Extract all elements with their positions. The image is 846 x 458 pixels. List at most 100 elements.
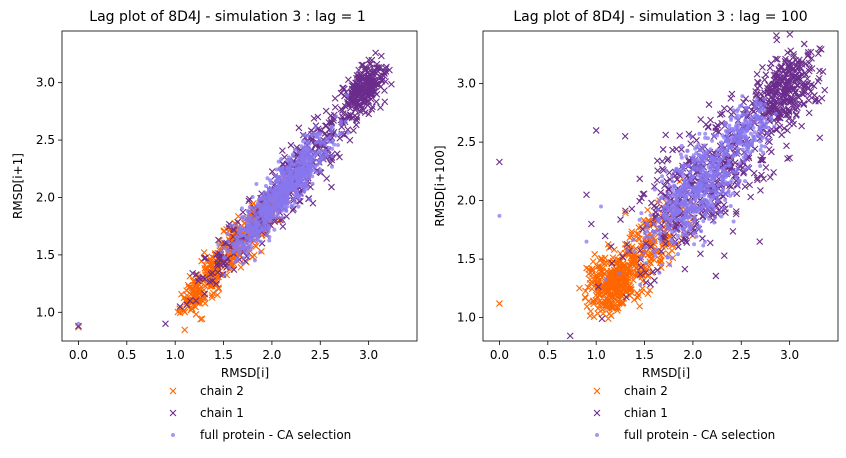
data-point bbox=[268, 168, 276, 175]
data-point bbox=[789, 96, 797, 103]
data-point bbox=[636, 302, 644, 310]
data-point bbox=[266, 207, 271, 212]
data-point bbox=[386, 66, 393, 74]
data-point bbox=[659, 146, 667, 153]
data-point bbox=[300, 153, 305, 158]
data-point bbox=[740, 147, 745, 152]
data-point bbox=[674, 198, 679, 203]
data-point bbox=[634, 294, 642, 301]
data-point bbox=[381, 70, 388, 77]
data-point bbox=[215, 285, 223, 293]
data-point bbox=[752, 120, 757, 125]
data-point bbox=[644, 226, 649, 231]
data-point bbox=[727, 95, 735, 102]
data-point bbox=[669, 240, 674, 245]
data-point bbox=[721, 187, 726, 192]
data-point bbox=[310, 115, 318, 122]
data-point bbox=[682, 197, 687, 202]
data-point bbox=[699, 159, 704, 164]
data-point bbox=[746, 181, 754, 189]
legend-marker bbox=[593, 409, 601, 417]
data-point bbox=[782, 55, 789, 63]
data-point bbox=[696, 173, 701, 178]
data-point bbox=[723, 151, 728, 156]
data-point bbox=[812, 95, 820, 103]
data-point bbox=[368, 56, 376, 64]
y-tick-label: 2.5 bbox=[36, 133, 55, 147]
data-point bbox=[716, 183, 721, 188]
x-tick-label: 1.0 bbox=[587, 348, 606, 362]
data-point bbox=[196, 284, 204, 292]
data-point bbox=[762, 164, 770, 171]
data-point bbox=[720, 148, 725, 153]
data-point bbox=[711, 196, 716, 201]
data-point bbox=[642, 279, 650, 286]
data-point bbox=[687, 140, 695, 147]
data-point bbox=[669, 229, 674, 234]
data-point bbox=[670, 216, 675, 221]
data-point bbox=[647, 243, 655, 251]
data-point bbox=[765, 137, 770, 142]
data-point bbox=[623, 288, 631, 295]
data-point bbox=[771, 88, 779, 96]
data-point bbox=[301, 170, 306, 175]
chart-title: Lag plot of 8D4J - simulation 3 : lag = … bbox=[89, 9, 365, 25]
data-point bbox=[266, 188, 271, 193]
data-point bbox=[720, 104, 728, 112]
data-point bbox=[708, 147, 713, 152]
x-tick-label: 0.5 bbox=[538, 348, 557, 362]
data-point bbox=[252, 205, 257, 210]
data-point bbox=[815, 97, 823, 105]
data-point bbox=[681, 173, 686, 178]
legend-label: full protein - CA selection bbox=[624, 428, 775, 442]
data-point bbox=[588, 285, 596, 293]
data-point bbox=[377, 64, 385, 71]
data-point bbox=[344, 111, 352, 119]
data-point bbox=[314, 170, 319, 175]
data-point bbox=[714, 170, 719, 175]
data-point bbox=[698, 165, 703, 170]
data-point bbox=[794, 104, 801, 112]
data-point bbox=[207, 260, 215, 268]
data-point bbox=[345, 99, 352, 107]
data-point bbox=[674, 243, 682, 251]
data-point bbox=[279, 156, 284, 161]
data-point bbox=[778, 63, 786, 71]
x-tick-label: 2.5 bbox=[311, 348, 330, 362]
data-point bbox=[657, 270, 662, 275]
data-point bbox=[772, 55, 779, 63]
data-point bbox=[686, 221, 691, 226]
data-point bbox=[698, 200, 703, 205]
data-point bbox=[730, 169, 735, 174]
data-point bbox=[249, 218, 254, 223]
data-point bbox=[678, 146, 685, 153]
data-point bbox=[701, 153, 706, 158]
data-point bbox=[328, 183, 335, 191]
data-point bbox=[638, 194, 645, 202]
data-point bbox=[718, 158, 723, 163]
data-point bbox=[730, 139, 735, 144]
data-point bbox=[681, 227, 686, 232]
data-point bbox=[644, 290, 652, 298]
data-point bbox=[709, 154, 714, 159]
data-point bbox=[708, 161, 713, 166]
data-point bbox=[783, 89, 791, 97]
data-point bbox=[368, 105, 376, 113]
data-point bbox=[719, 214, 724, 219]
data-point bbox=[665, 213, 670, 218]
data-point bbox=[290, 153, 295, 158]
data-point bbox=[685, 148, 690, 153]
data-point bbox=[496, 158, 503, 166]
data-point bbox=[674, 189, 679, 194]
x-tick-label: 1.5 bbox=[635, 348, 654, 362]
data-point bbox=[240, 215, 245, 220]
data-point bbox=[266, 229, 271, 234]
data-point bbox=[201, 282, 209, 290]
data-point bbox=[372, 69, 380, 77]
data-point bbox=[721, 156, 726, 161]
data-point bbox=[290, 182, 295, 187]
data-point bbox=[733, 115, 738, 120]
data-point bbox=[800, 89, 808, 96]
data-point bbox=[267, 198, 272, 203]
